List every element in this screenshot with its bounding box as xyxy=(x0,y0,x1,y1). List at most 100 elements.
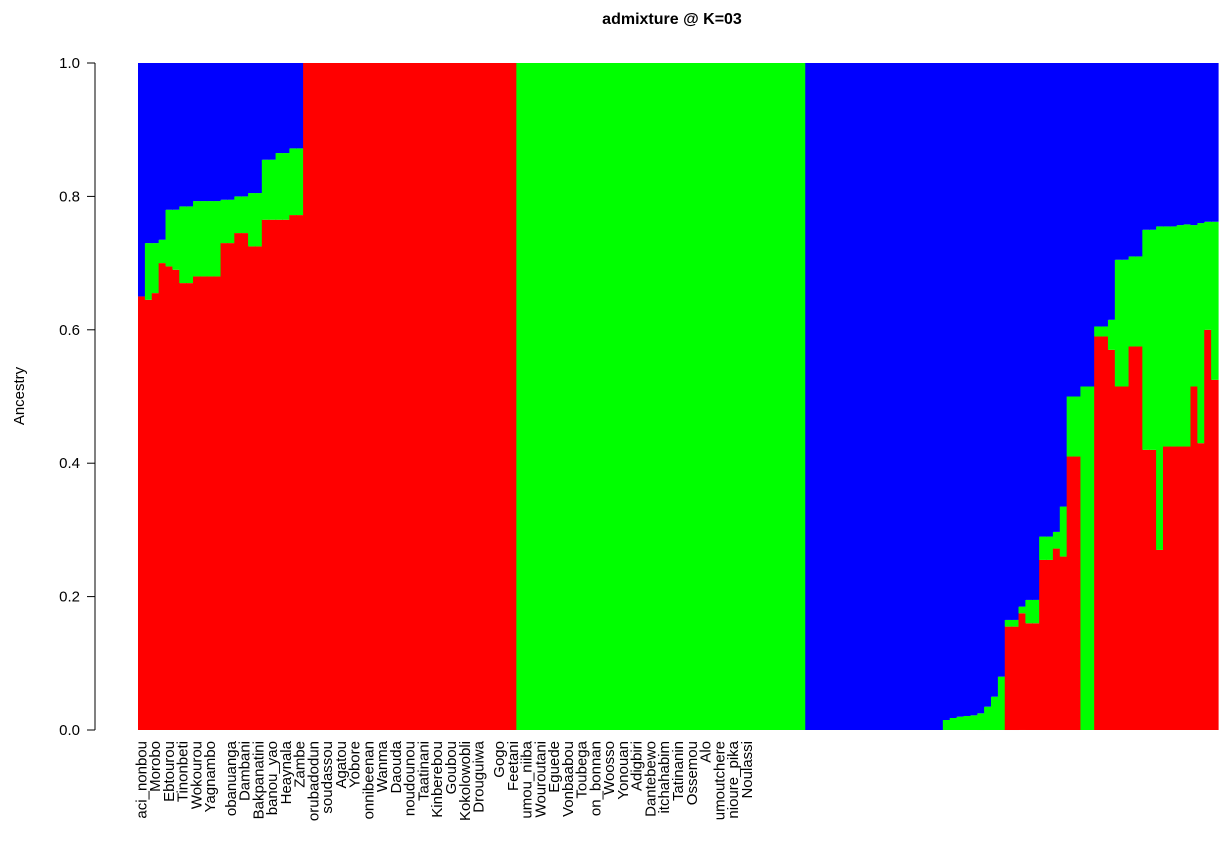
x-tick-label-30: Vonbaabou xyxy=(560,741,577,817)
bar-red-39 xyxy=(406,63,414,730)
bar-blue-6 xyxy=(179,63,187,207)
x-tick-label-7: Dambani xyxy=(237,741,254,801)
bar-red-144 xyxy=(1128,346,1137,730)
bar-green-21 xyxy=(282,153,290,220)
bar-red-51 xyxy=(488,63,497,730)
bar-red-4 xyxy=(165,266,173,730)
bar-blue-9 xyxy=(199,63,208,202)
bar-blue-123 xyxy=(984,63,992,707)
bar-blue-132 xyxy=(1046,63,1054,537)
bar-green-72 xyxy=(633,63,641,730)
bar-red-147 xyxy=(1149,449,1157,730)
x-tick-label-14: Agatou xyxy=(333,741,350,789)
bar-green-77 xyxy=(667,63,676,730)
bar-blue-125 xyxy=(997,63,1006,677)
bar-red-156 xyxy=(1211,379,1219,730)
bar-red-50 xyxy=(481,63,490,730)
bar-blue-99 xyxy=(819,63,827,730)
bar-green-86 xyxy=(729,63,738,730)
bar-red-38 xyxy=(399,63,407,730)
bar-green-134 xyxy=(1059,506,1068,557)
bar-red-36 xyxy=(385,63,394,730)
bar-green-139 xyxy=(1094,326,1102,337)
bar-red-27 xyxy=(323,63,332,730)
bar-green-82 xyxy=(702,63,710,730)
bar-blue-12 xyxy=(220,63,229,200)
x-tick-label-40: Alo xyxy=(698,741,715,763)
bar-blue-17 xyxy=(254,63,263,194)
bar-blue-106 xyxy=(867,63,875,730)
bar-red-153 xyxy=(1190,386,1198,730)
bar-green-85 xyxy=(722,63,731,730)
bar-red-135 xyxy=(1066,456,1075,730)
bar-red-46 xyxy=(454,63,462,730)
bar-blue-7 xyxy=(186,63,194,207)
bar-blue-143 xyxy=(1121,63,1130,260)
x-tick-label-35: Adigbiri xyxy=(629,741,646,791)
bar-blue-137 xyxy=(1080,63,1088,387)
bar-green-144 xyxy=(1128,256,1137,347)
bar-red-142 xyxy=(1114,386,1123,730)
bar-red-41 xyxy=(420,63,428,730)
bar-blue-103 xyxy=(846,63,855,730)
x-tick-label-1: Morobo xyxy=(147,741,164,792)
bar-red-134 xyxy=(1059,556,1068,730)
x-tick-label-26: Feetani xyxy=(505,741,522,791)
x-tick-label-33: Woosso xyxy=(601,741,618,795)
bar-red-126 xyxy=(1004,626,1013,731)
bar-green-70 xyxy=(619,63,628,730)
bar-green-60 xyxy=(550,63,559,730)
bar-blue-145 xyxy=(1135,63,1143,257)
bar-blue-151 xyxy=(1176,63,1185,226)
bars-group xyxy=(138,63,1219,731)
bar-blue-1 xyxy=(144,63,153,244)
bar-blue-105 xyxy=(860,63,868,730)
bar-red-2 xyxy=(151,293,160,730)
bar-blue-147 xyxy=(1149,63,1157,230)
x-tick-label-22: Goubou xyxy=(443,741,460,794)
x-tick-label-42: nioure_pika xyxy=(725,740,742,818)
bar-red-130 xyxy=(1032,623,1040,730)
bar-green-19 xyxy=(268,159,277,220)
bar-red-22 xyxy=(289,215,297,730)
bar-green-8 xyxy=(193,201,201,277)
bar-red-5 xyxy=(172,269,180,730)
bar-green-62 xyxy=(564,63,572,730)
x-axis-labels: aci_nonbouMoroboEbtourouTinonbetiWokouro… xyxy=(133,740,755,821)
x-tick-label-23: Kokolowobli xyxy=(457,741,474,821)
bar-blue-108 xyxy=(880,63,889,730)
bar-blue-116 xyxy=(935,63,944,730)
bar-red-133 xyxy=(1052,548,1061,730)
bar-green-4 xyxy=(165,209,173,267)
x-tick-label-34: Yonouan xyxy=(615,741,632,800)
x-tick-label-2: Ebtourou xyxy=(161,741,178,802)
bar-blue-142 xyxy=(1114,63,1123,260)
bar-red-11 xyxy=(213,276,222,730)
bar-red-31 xyxy=(351,63,359,730)
bar-red-16 xyxy=(248,246,256,730)
bar-green-148 xyxy=(1156,226,1164,550)
bar-blue-139 xyxy=(1094,63,1102,327)
bar-red-43 xyxy=(433,63,442,730)
bar-green-73 xyxy=(640,63,648,730)
bar-red-155 xyxy=(1204,329,1212,730)
bar-red-29 xyxy=(337,63,345,730)
bar-green-118 xyxy=(949,717,958,730)
bar-red-19 xyxy=(268,219,277,730)
bar-red-18 xyxy=(261,219,270,730)
x-tick-label-0: aci_nonbou xyxy=(133,741,150,819)
bar-blue-98 xyxy=(812,63,820,730)
bar-green-80 xyxy=(688,63,696,730)
bar-green-17 xyxy=(254,193,263,247)
bar-blue-111 xyxy=(901,63,910,730)
bar-red-48 xyxy=(468,63,476,730)
x-tick-label-38: Tatinanin xyxy=(670,741,687,801)
bar-red-136 xyxy=(1073,456,1082,730)
bar-green-94 xyxy=(784,63,793,730)
bar-green-11 xyxy=(213,201,222,277)
bar-blue-124 xyxy=(990,63,999,697)
x-tick-label-12: orubadodun xyxy=(305,741,322,821)
bar-red-8 xyxy=(193,276,201,730)
bar-blue-97 xyxy=(805,63,813,730)
bar-red-1 xyxy=(144,299,153,730)
